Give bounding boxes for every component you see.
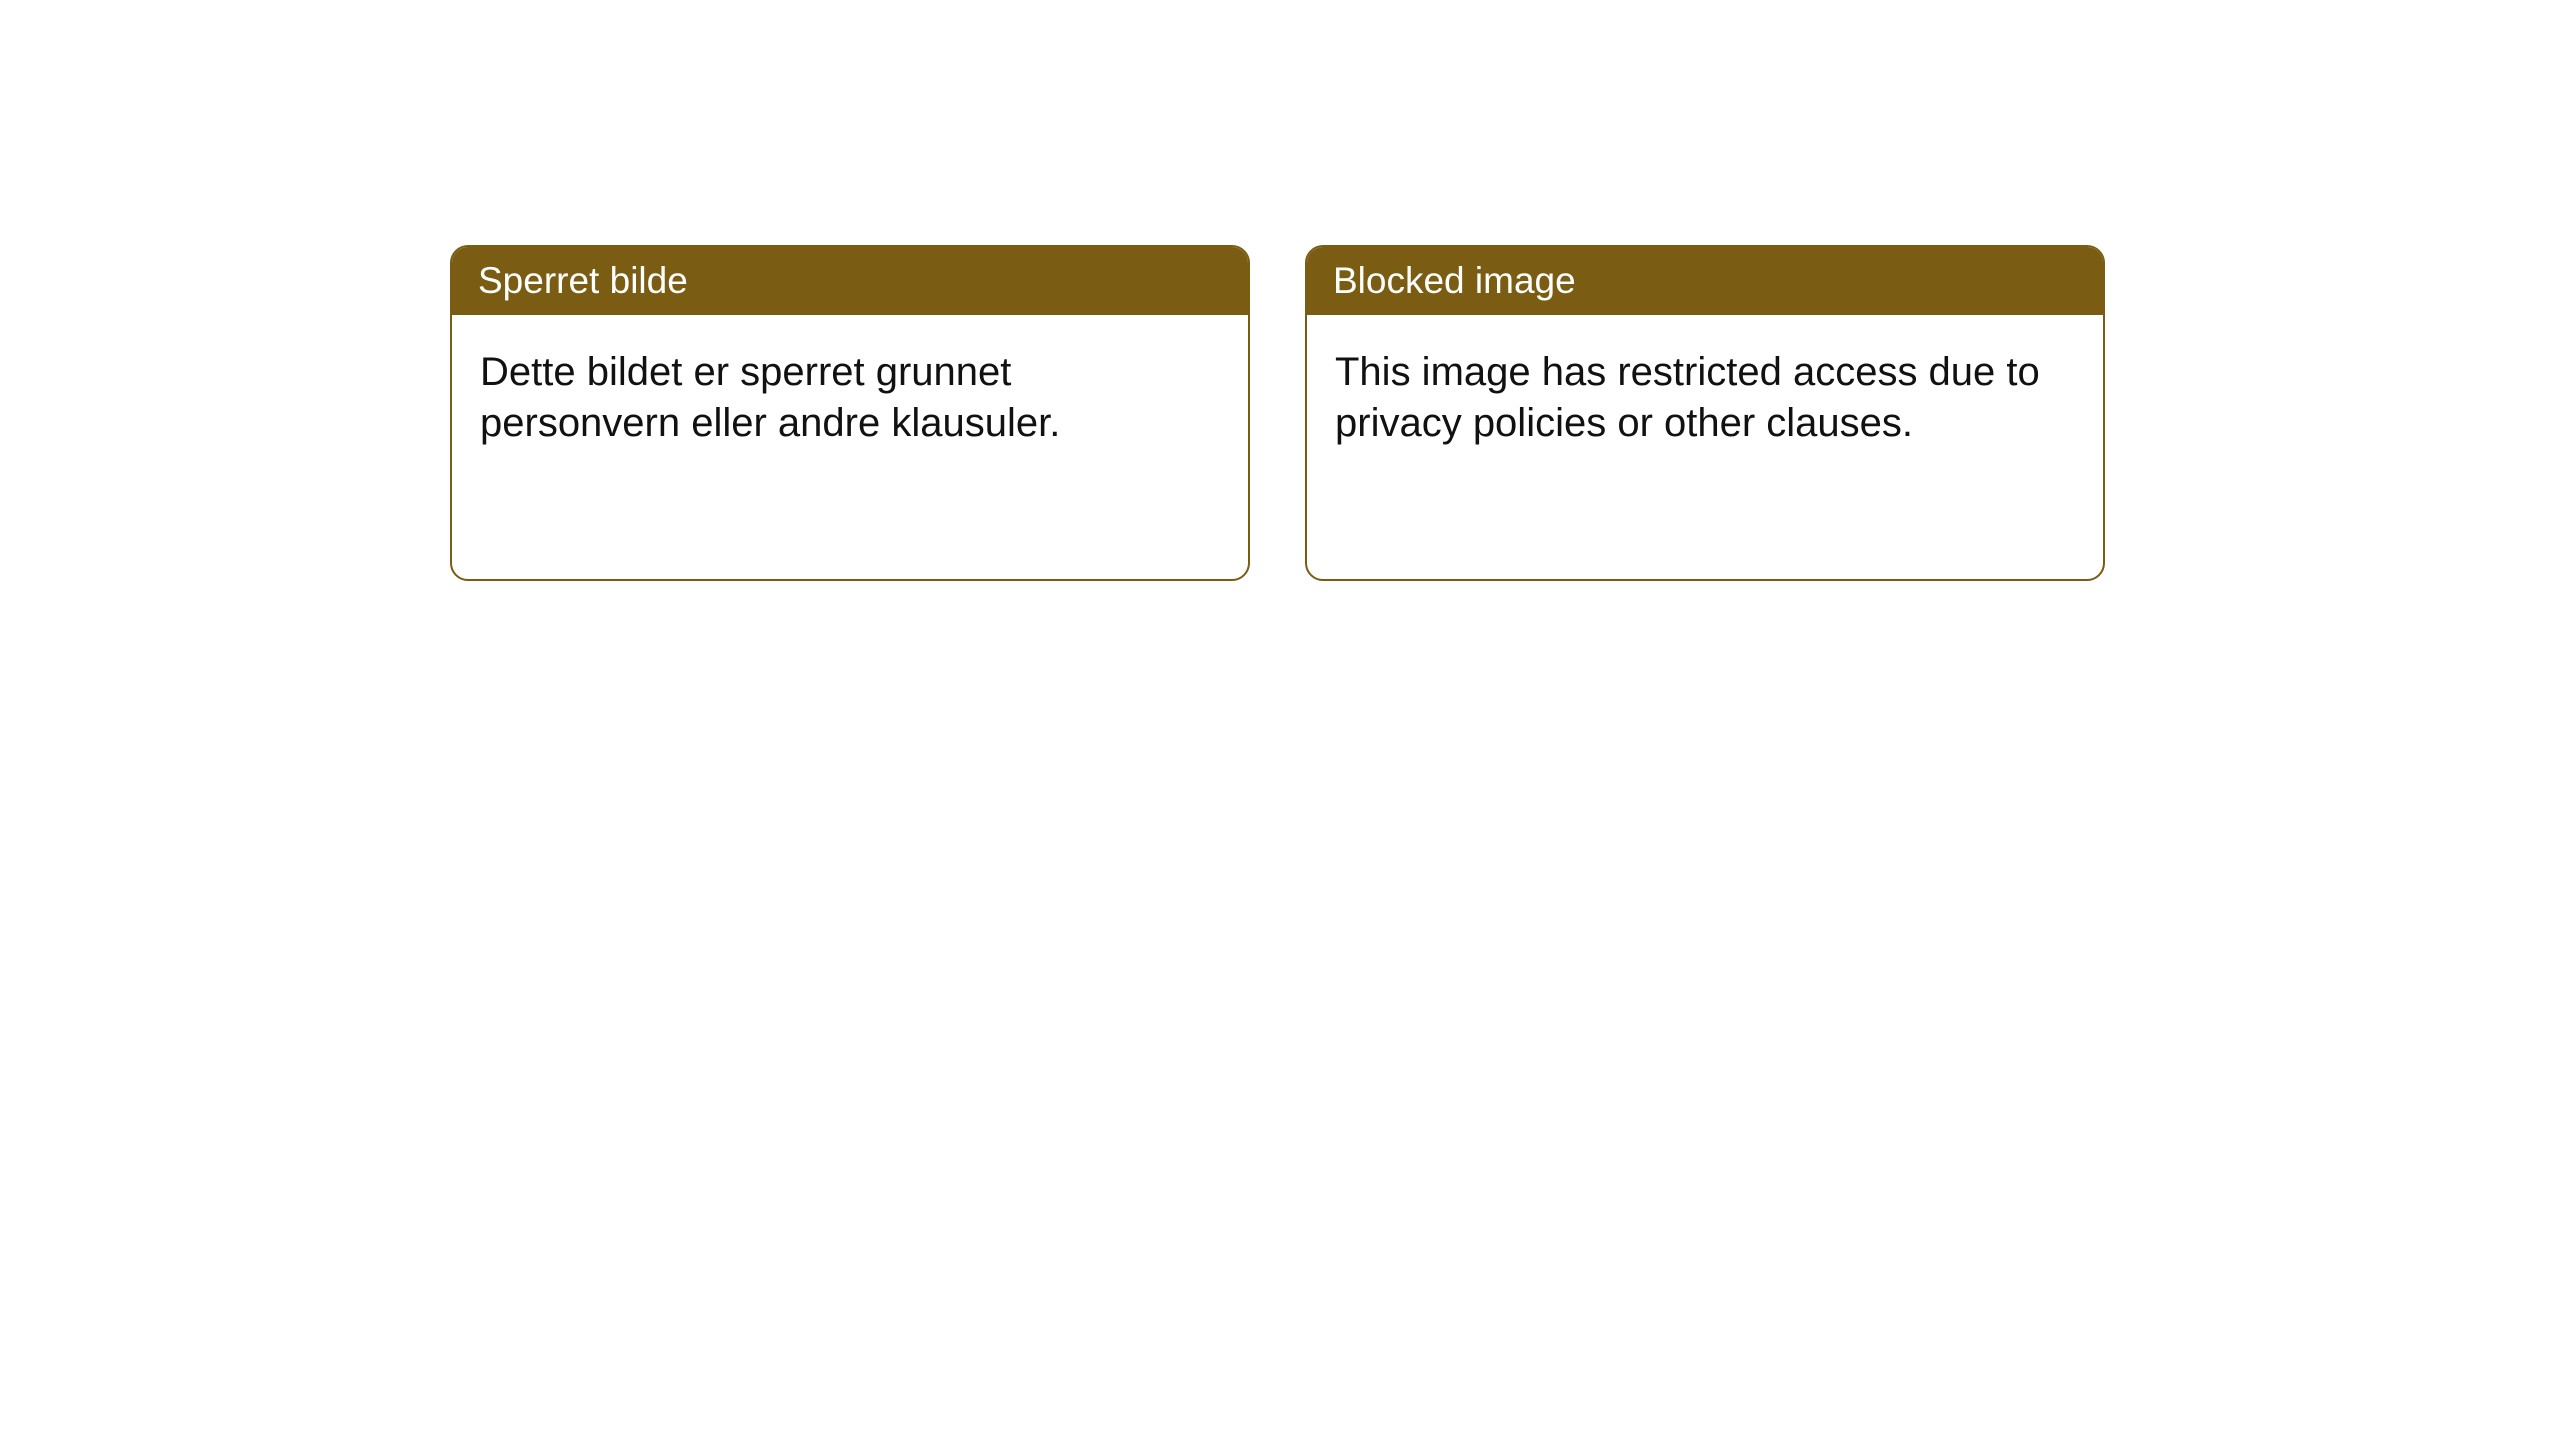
notice-cards-row: Sperret bilde Dette bildet er sperret gr… <box>0 0 2560 581</box>
card-header-no: Sperret bilde <box>452 247 1248 315</box>
card-body-en: This image has restricted access due to … <box>1307 315 2103 481</box>
blocked-image-card-no: Sperret bilde Dette bildet er sperret gr… <box>450 245 1250 581</box>
card-header-en: Blocked image <box>1307 247 2103 315</box>
blocked-image-card-en: Blocked image This image has restricted … <box>1305 245 2105 581</box>
card-body-no: Dette bildet er sperret grunnet personve… <box>452 315 1248 481</box>
